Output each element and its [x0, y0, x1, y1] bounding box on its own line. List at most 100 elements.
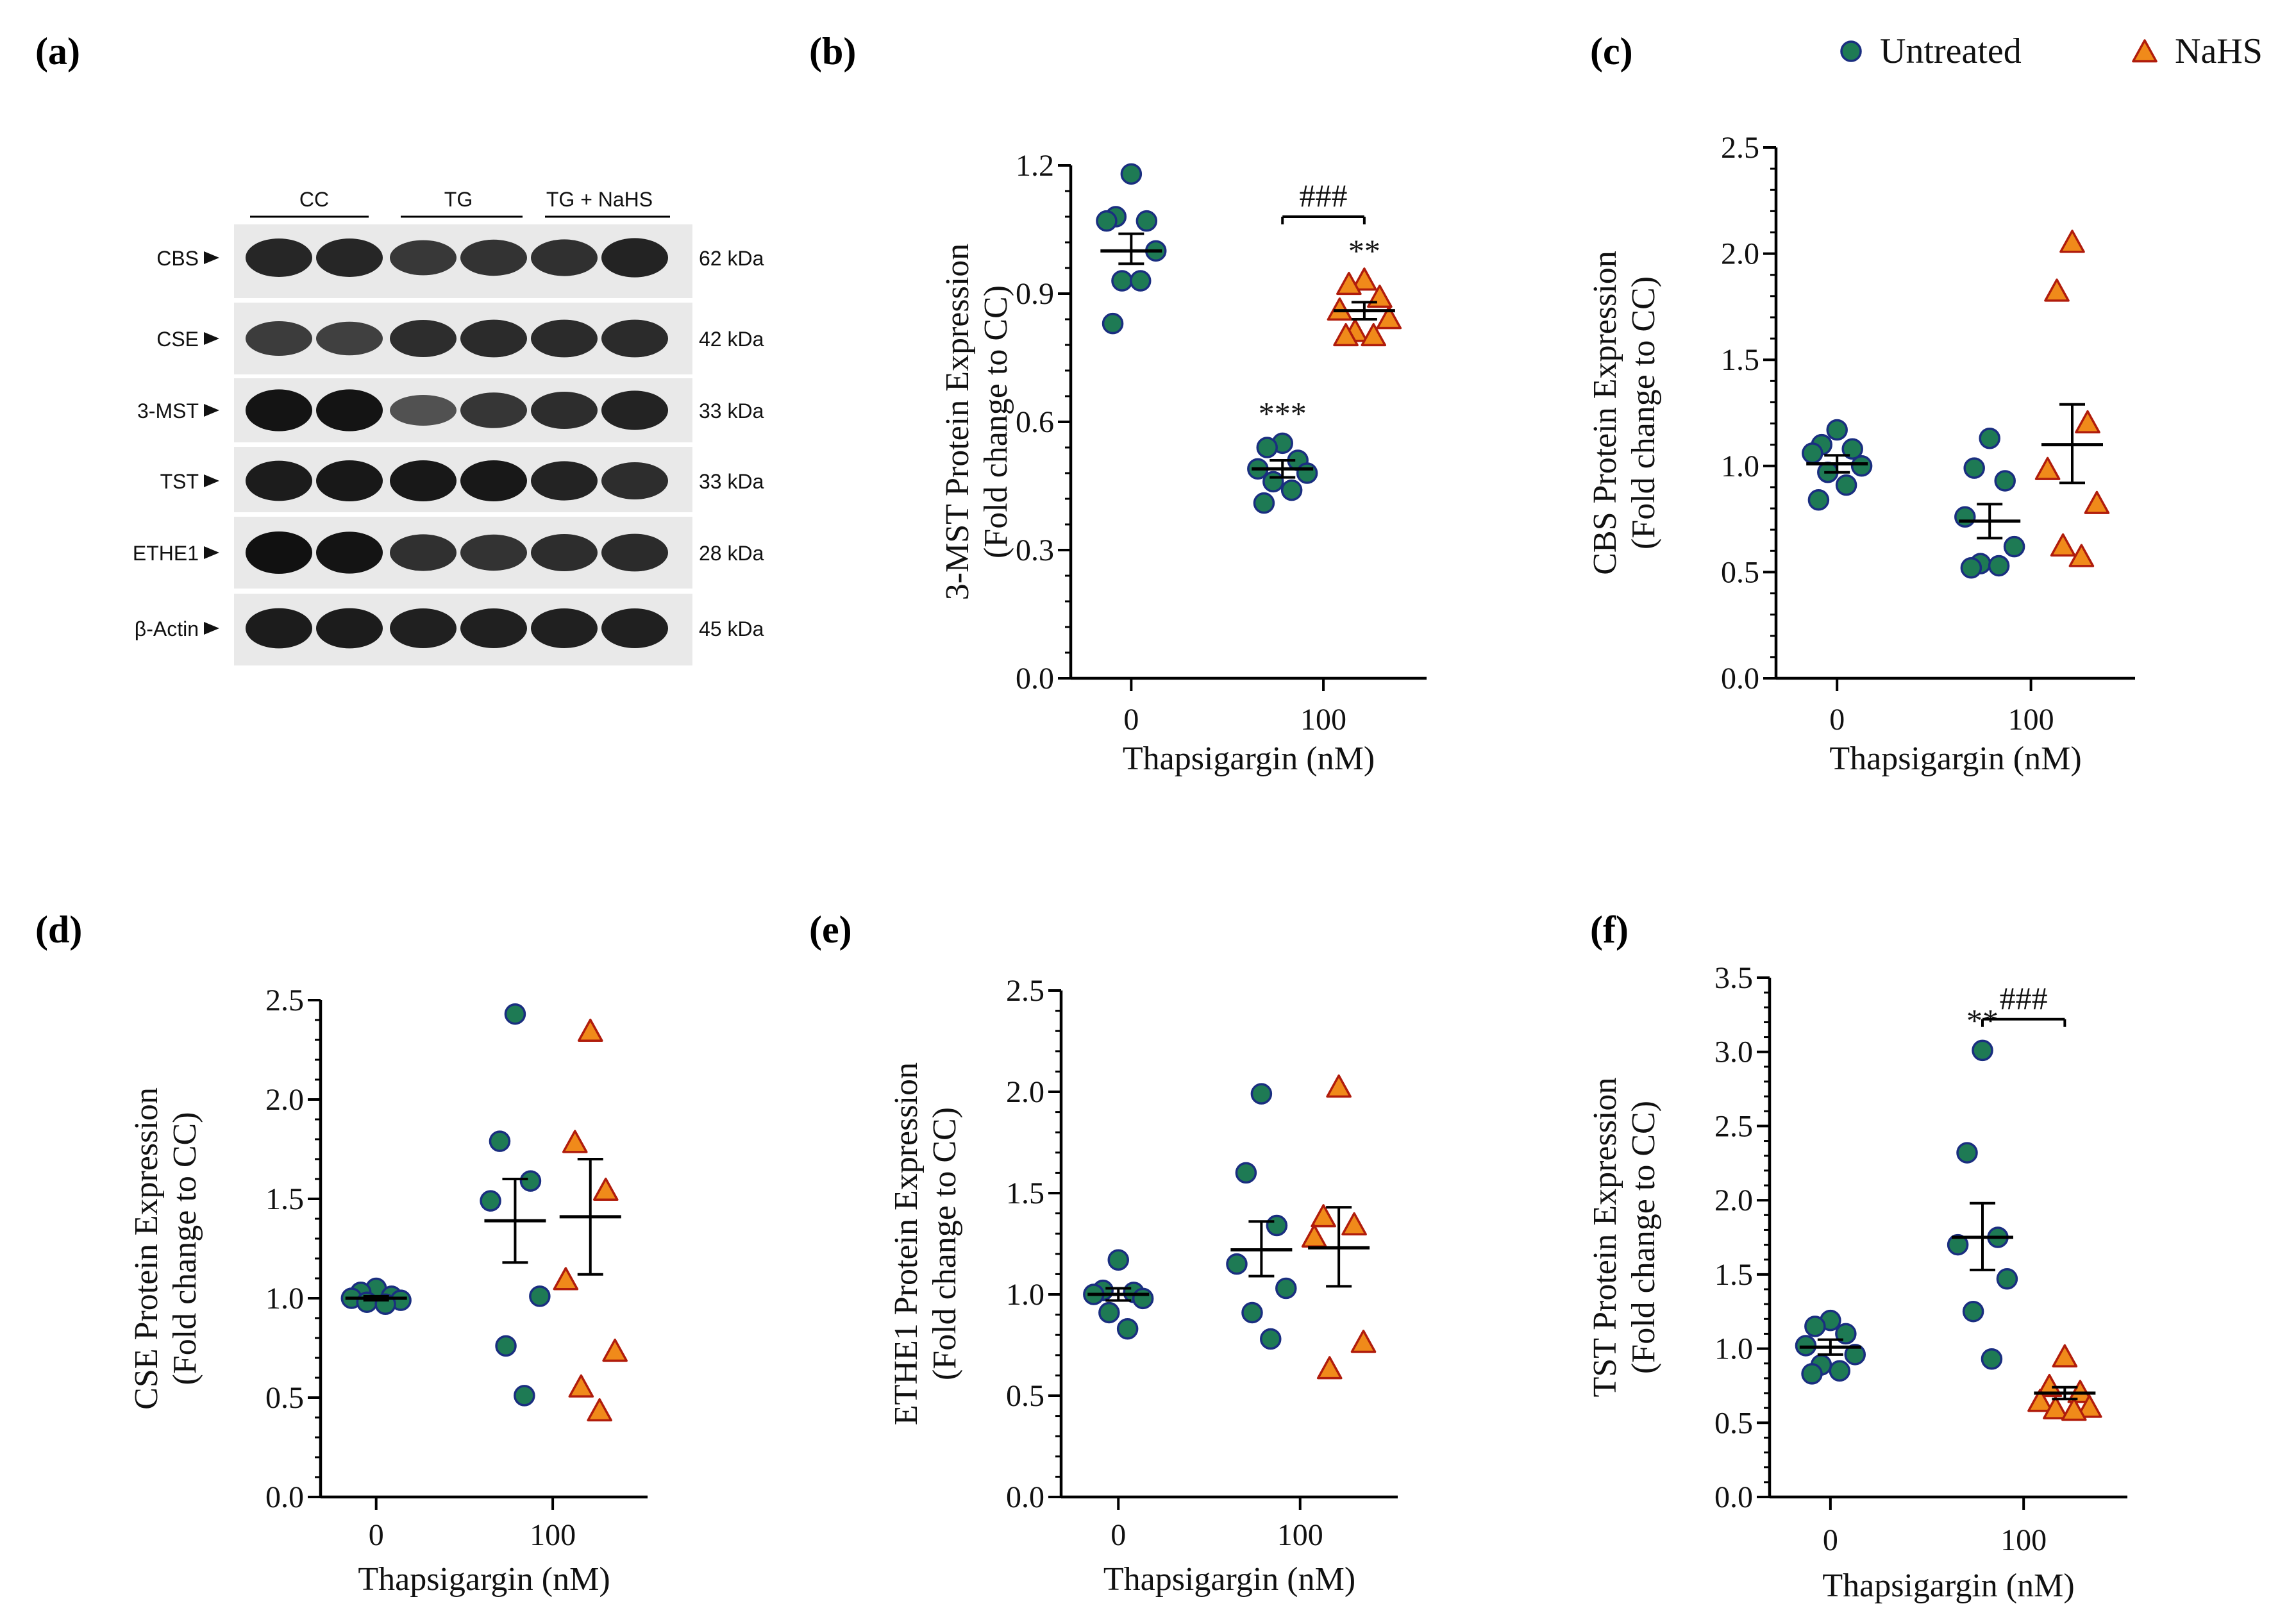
data-point-nahs — [1350, 1330, 1377, 1353]
x-tick-label: 0 — [1123, 703, 1139, 737]
data-point-untreated — [1826, 419, 1848, 441]
y-tick-label: 0.5 — [265, 1381, 304, 1415]
data-point-nahs — [2052, 1344, 2078, 1367]
data-point-untreated — [495, 1335, 517, 1357]
blot-size-label-4: 28 kDa — [699, 542, 764, 565]
x-tick-label: 0 — [369, 1518, 384, 1552]
significance-label: ### — [2000, 980, 2048, 1016]
blot-group-label-2: TG + NaHS — [546, 188, 653, 211]
x-tick-label: 0 — [1110, 1518, 1126, 1552]
data-point-nahs — [1316, 1356, 1343, 1380]
arrow-right-icon — [204, 622, 219, 635]
y-tick-label: 2.5 — [1714, 1109, 1753, 1143]
data-point-untreated — [1802, 442, 1823, 464]
data-point-untreated — [489, 1130, 511, 1152]
data-point-nahs — [2084, 490, 2110, 514]
x-tick-label: 100 — [1300, 703, 1346, 737]
blot-size-label-3: 33 kDa — [699, 470, 764, 493]
data-point-nahs — [1341, 1212, 1367, 1235]
x-axis-label: Thapsigargin (nM) — [358, 1561, 610, 1598]
data-point-nahs — [1301, 1224, 1327, 1248]
blot-band — [246, 321, 312, 356]
y-tick-label: 2.0 — [1721, 237, 1759, 271]
panel-letter: (f) — [1590, 908, 1629, 951]
data-point-untreated — [1962, 1300, 1984, 1323]
data-point-nahs — [1333, 322, 1359, 347]
y-axis-label: TST Protein Expression — [1587, 1078, 1623, 1398]
y-tick-label: 1.5 — [1721, 343, 1759, 377]
data-point-untreated — [1262, 471, 1284, 493]
blot-band — [316, 238, 383, 277]
y-tick-label: 1.0 — [1714, 1332, 1753, 1366]
x-axis-label: Thapsigargin (nM) — [1822, 1568, 2074, 1604]
y-tick-label: 2.5 — [265, 983, 304, 1017]
blot-band — [531, 239, 598, 276]
blot-band — [316, 608, 383, 649]
significance-label: ### — [1300, 178, 1348, 213]
blot-band — [460, 608, 527, 648]
x-axis-label: Thapsigargin (nM) — [1123, 740, 1375, 777]
blot-band — [531, 392, 598, 429]
data-point-nahs — [602, 1338, 628, 1362]
y-tick-label: 0.0 — [1006, 1480, 1044, 1514]
blot-band — [460, 460, 527, 501]
data-point-untreated — [1107, 1249, 1129, 1271]
data-point-untreated — [1954, 506, 1976, 528]
y-tick-label: 0.5 — [1714, 1406, 1753, 1440]
blot-band — [460, 534, 527, 571]
data-point-nahs — [587, 1398, 612, 1422]
data-point-untreated — [1253, 492, 1275, 514]
blot-band — [246, 238, 312, 277]
data-point-nahs — [2027, 1389, 2053, 1412]
blot-band — [601, 533, 668, 572]
legend-untreated-label: Untreated — [1880, 31, 2022, 71]
data-point-untreated — [1996, 1268, 2018, 1290]
data-point-nahs — [2034, 456, 2061, 480]
data-point-untreated — [2003, 535, 2025, 558]
data-point-nahs — [2067, 1380, 2093, 1403]
y-tick-label: 0.5 — [1721, 555, 1759, 589]
blot-band — [531, 461, 598, 501]
data-point-nahs — [2076, 1394, 2102, 1418]
data-point-untreated — [1807, 489, 1830, 511]
data-point-untreated — [1116, 1317, 1139, 1340]
y-tick-label: 0.0 — [265, 1480, 304, 1514]
blot-band — [246, 460, 312, 501]
data-point-untreated — [1260, 1328, 1282, 1350]
data-point-untreated — [1994, 470, 2016, 492]
blot-band — [390, 320, 457, 357]
blot-protein-label-3: TST — [160, 470, 199, 493]
arrow-right-icon — [204, 251, 219, 264]
data-point-untreated — [1135, 210, 1158, 232]
data-point-nahs — [568, 1374, 594, 1398]
data-point-nahs — [553, 1267, 579, 1291]
data-point-untreated — [1947, 1233, 1969, 1256]
y-tick-label: 2.0 — [1006, 1075, 1044, 1109]
x-tick-label: 0 — [1823, 1523, 1838, 1557]
blot-band — [246, 389, 312, 431]
y-tick-label: 1.5 — [265, 1182, 304, 1216]
legend: Untreated NaHS — [1840, 31, 2263, 71]
blot-size-label-2: 33 kDa — [699, 399, 764, 422]
data-point-untreated — [1979, 427, 2000, 449]
data-point-untreated — [1275, 1277, 1297, 1300]
data-point-nahs — [2043, 1396, 2068, 1419]
y-axis-label: ETHE1 Protein Expression — [888, 1062, 925, 1425]
blot-band — [316, 389, 383, 431]
y-axis-label: CBS Protein Expression — [1587, 251, 1623, 575]
chart-panel-d: (d) 0.0 0.5 1.0 1.5 2.0 2.5 0 100 Thapsigargin (n… — [35, 908, 648, 1598]
blot-band — [531, 534, 598, 571]
y-tick-label: 3.0 — [1714, 1035, 1753, 1069]
arrow-right-icon — [204, 474, 219, 487]
data-point-untreated — [1235, 1162, 1257, 1184]
y-tick-label: 1.5 — [1714, 1258, 1753, 1292]
data-point-untreated — [1972, 1039, 1993, 1062]
y-tick-label: 0.5 — [1006, 1379, 1044, 1413]
data-point-nahs — [592, 1177, 619, 1201]
data-point-untreated — [480, 1190, 501, 1212]
y-axis-sublabel: (Fold change to CC) — [978, 285, 1014, 558]
data-point-untreated — [1801, 1363, 1823, 1385]
panel-letter: (e) — [809, 908, 852, 951]
data-point-untreated — [1280, 479, 1303, 501]
